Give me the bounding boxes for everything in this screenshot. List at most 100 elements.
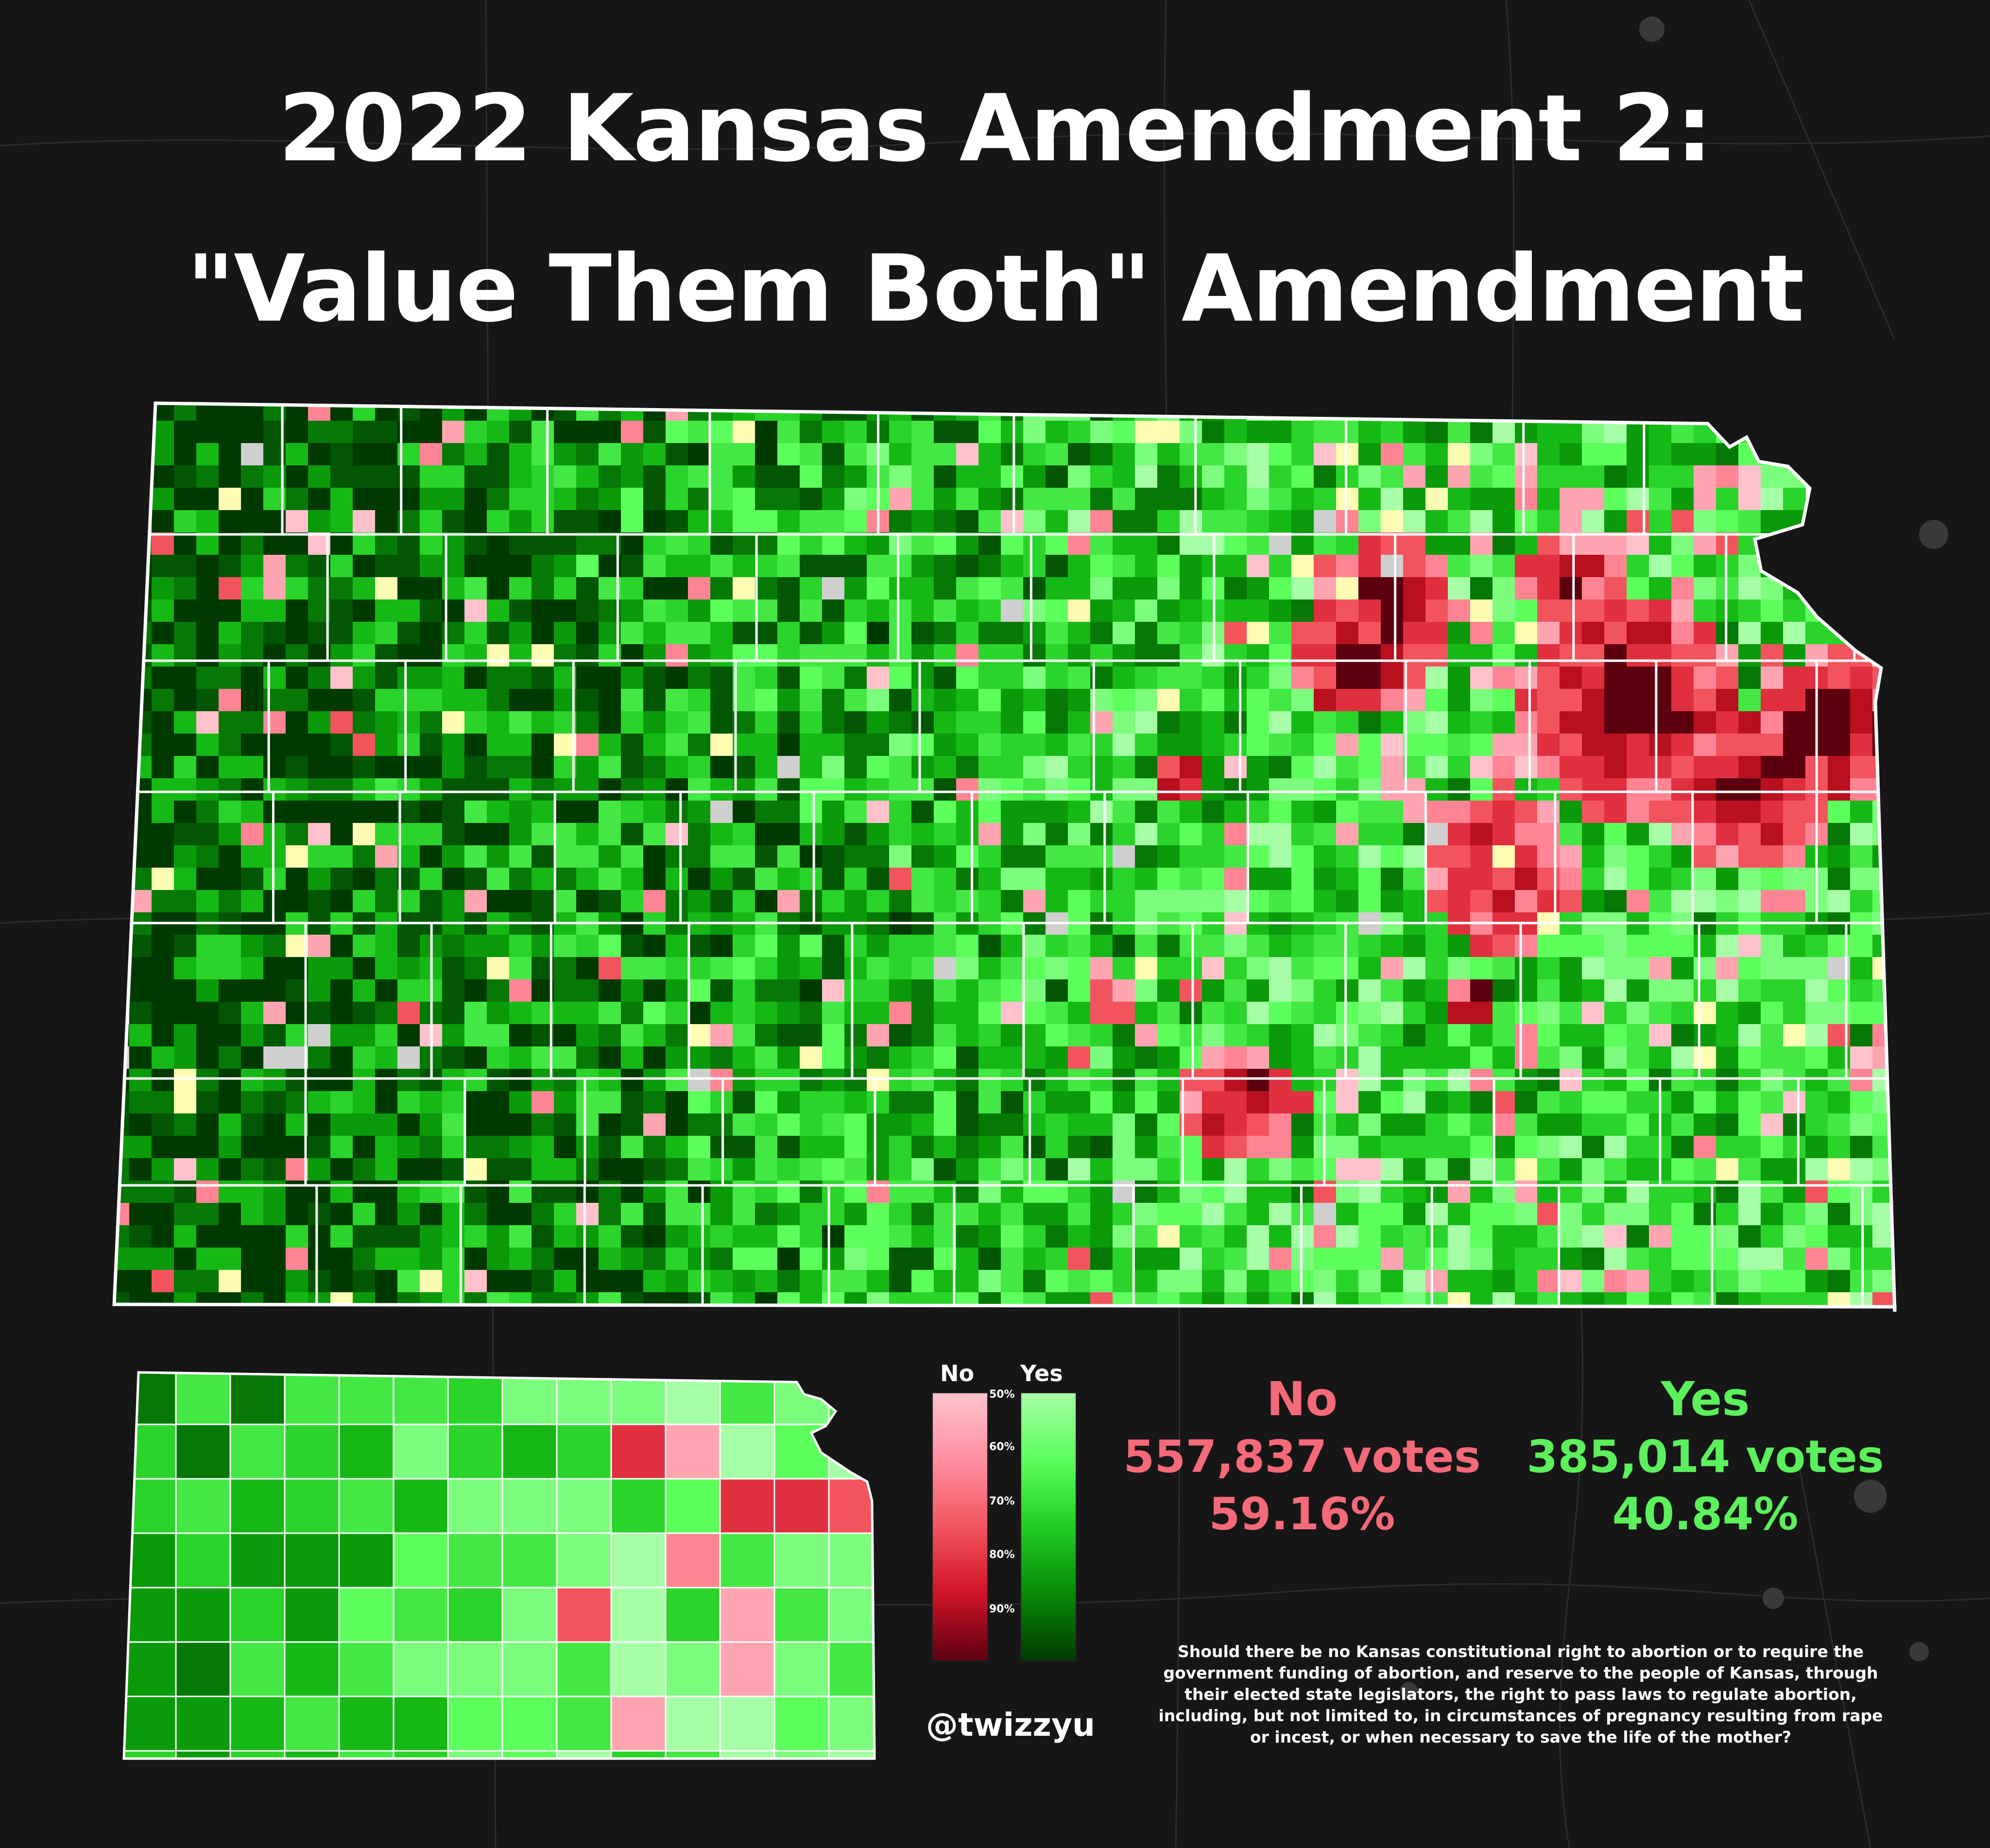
precinct-cell [1537, 532, 1560, 555]
precinct-cell [710, 599, 733, 622]
precinct-cell [710, 488, 733, 511]
precinct-cell [554, 555, 577, 578]
precinct-cell [487, 622, 510, 645]
precinct-cell [733, 510, 755, 533]
precinct-cell [1224, 622, 1247, 645]
precinct-cell [844, 555, 867, 578]
precinct-cell [643, 421, 666, 444]
county-cell [610, 1587, 667, 1643]
precinct-cell [1291, 443, 1314, 466]
legend-yes-color-bar [1020, 1392, 1077, 1661]
county-cell [665, 1695, 721, 1752]
precinct-cell [1470, 622, 1493, 645]
precinct-cell [196, 403, 219, 421]
precinct-cell [1403, 421, 1426, 444]
county-cell [284, 1423, 340, 1480]
precinct-cell [532, 465, 554, 488]
precinct-cell [1627, 488, 1649, 511]
precinct-cell [1515, 577, 1538, 600]
precinct-cell [666, 488, 688, 511]
precinct-cell [822, 443, 845, 466]
precinct-cell [1358, 443, 1381, 466]
precinct-cell [1247, 532, 1269, 555]
precinct-cell [934, 443, 957, 466]
precinct-cell [1448, 421, 1471, 444]
precinct-cell [710, 555, 733, 578]
precinct-cell [464, 465, 487, 488]
precinct-cell [576, 510, 599, 533]
county-cell [175, 1423, 231, 1480]
precinct-cell [1403, 510, 1426, 533]
precinct-cell [1135, 510, 1158, 533]
precinct-cell [1068, 555, 1091, 578]
precinct-cell [263, 599, 286, 622]
precinct-cell [1224, 421, 1247, 444]
precinct-cell [621, 465, 644, 488]
precinct-cell [1694, 465, 1716, 488]
precinct-cell [1604, 555, 1627, 578]
precinct-cell [889, 488, 912, 511]
precinct-cell [1001, 555, 1024, 578]
county-cell [556, 1587, 612, 1643]
precinct-cell [755, 488, 778, 511]
precinct-cell [1157, 510, 1180, 533]
precinct-cell [397, 577, 420, 600]
precinct-cell [330, 465, 353, 488]
precinct-cell [755, 510, 778, 533]
county-cell [719, 1478, 775, 1534]
precinct-cell [509, 510, 532, 533]
precinct-cell [442, 510, 465, 533]
precinct-cell [1761, 510, 1784, 533]
county-cell [501, 1423, 558, 1480]
precinct-cell [1470, 577, 1493, 600]
precinct-cell [1157, 421, 1180, 444]
precinct-cell [1314, 577, 1337, 600]
precinct-cell [688, 465, 711, 488]
precinct-cell [755, 577, 778, 600]
precinct-cell [263, 555, 286, 578]
precinct-cell [1425, 532, 1448, 555]
precinct-cell [1425, 465, 1448, 488]
precinct-cell [1023, 443, 1046, 466]
precinct-cell [1716, 532, 1739, 555]
precinct-cell [554, 488, 577, 511]
precinct-cell [487, 421, 510, 444]
county-cell [229, 1478, 286, 1534]
county-cell [773, 1695, 830, 1752]
precinct-cell [509, 421, 532, 444]
precinct-cell [174, 488, 197, 511]
county-cell [229, 1532, 286, 1589]
county-cell [229, 1695, 286, 1752]
precinct-cell [1157, 443, 1180, 466]
precinct-cell [1224, 577, 1247, 600]
precinct-cell [1135, 532, 1158, 555]
precinct-cell [643, 443, 666, 466]
precinct-cell [174, 443, 197, 466]
precinct-cell [1291, 465, 1314, 488]
county-cell [284, 1478, 340, 1534]
precinct-cell [420, 443, 443, 466]
precinct-cell [1023, 465, 1046, 488]
precinct-cell [1314, 622, 1337, 645]
precinct-cell [643, 599, 666, 622]
precinct-cell [956, 622, 979, 645]
precinct-cell [978, 488, 1001, 511]
precinct-cell [353, 555, 376, 578]
precinct-cell [1358, 421, 1381, 444]
precinct-cell [330, 443, 353, 466]
precinct-cell [152, 555, 174, 578]
precinct-cell [1224, 488, 1247, 511]
precinct-cell [1492, 532, 1515, 555]
county-cell [338, 1478, 395, 1534]
precinct-cell [621, 488, 644, 511]
precinct-cell [1560, 577, 1582, 600]
precinct-cell [978, 577, 1001, 600]
precinct-cell [1671, 465, 1694, 488]
precinct-cell [241, 622, 264, 645]
precinct-cell [464, 488, 487, 511]
precinct-cell [1694, 555, 1716, 578]
precinct-cell [1627, 599, 1649, 622]
precinct-cell [956, 599, 979, 622]
precinct-cell [800, 421, 823, 444]
precinct-cell [1336, 443, 1359, 466]
